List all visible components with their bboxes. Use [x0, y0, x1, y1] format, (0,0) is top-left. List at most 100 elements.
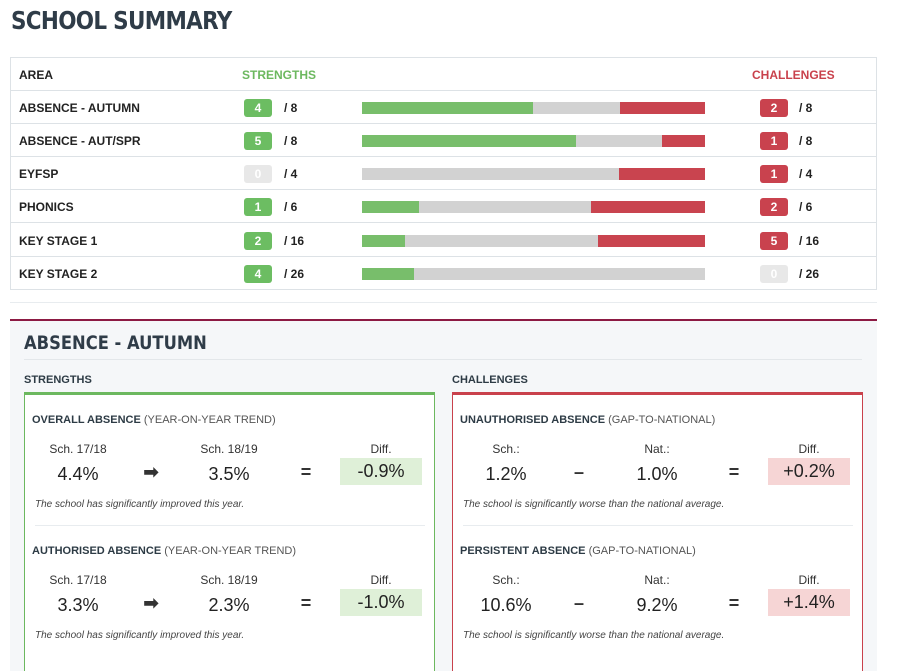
- diff-label: Diff.: [798, 442, 820, 456]
- metric-divider: [463, 525, 853, 526]
- strengths-bar-fill: [362, 102, 533, 114]
- equals-operator: =: [728, 462, 740, 482]
- minus-operator: –: [573, 593, 584, 613]
- strengths-total: / 6: [284, 200, 298, 214]
- challenges-bar-fill: [598, 235, 705, 247]
- strengths-total: / 8: [284, 134, 298, 148]
- strengths-total: / 8: [284, 101, 298, 115]
- detail-title: ABSENCE - AUTUMN: [24, 332, 207, 354]
- col1-value: 1.2%: [485, 464, 527, 484]
- row-area: PHONICS: [19, 200, 74, 214]
- metric-title: OVERALL ABSENCE (YEAR-ON-YEAR TREND): [32, 414, 276, 426]
- strengths-count-badge: 5: [244, 132, 272, 150]
- balance-bar: [362, 168, 705, 180]
- metric-note: The school has significantly improved th…: [35, 630, 245, 641]
- summary-row[interactable]: KEY STAGE 1 2 / 16 5 / 16: [11, 224, 876, 257]
- summary-row[interactable]: EYFSP 0 / 4 1 / 4: [11, 157, 876, 190]
- col2-value: 2.3%: [208, 595, 250, 615]
- row-area: ABSENCE - AUTUMN: [19, 101, 140, 115]
- header-area: AREA: [19, 68, 54, 82]
- row-area: EYFSP: [19, 167, 59, 181]
- diff-value: +0.2%: [768, 458, 850, 485]
- challenges-column-label: CHALLENGES: [452, 374, 528, 386]
- balance-bar: [362, 102, 705, 114]
- col1-value: 4.4%: [57, 464, 99, 484]
- section-divider: [10, 302, 877, 303]
- challenges-count-badge: 2: [760, 99, 788, 117]
- strengths-total: / 26: [284, 267, 305, 281]
- metric-title-sub: (GAP-TO-NATIONAL): [588, 545, 696, 557]
- challenges-bar-fill: [620, 102, 705, 114]
- metric-block: OVERALL ABSENCE (YEAR-ON-YEAR TREND) Sch…: [25, 395, 434, 526]
- challenges-count-badge: 0: [760, 265, 788, 283]
- challenges-bar-fill: [619, 168, 705, 180]
- metric-title-main: PERSISTENT ABSENCE: [460, 545, 586, 557]
- col1-label: Sch. 17/18: [49, 573, 107, 587]
- detail-title-divider: [24, 359, 862, 360]
- row-area: KEY STAGE 1: [19, 234, 98, 248]
- metric-block: PERSISTENT ABSENCE (GAP-TO-NATIONAL) Sch…: [453, 526, 862, 657]
- col1-value: 10.6%: [480, 595, 532, 615]
- arrow-right-icon: ➡: [143, 462, 159, 482]
- summary-table: AREA STRENGTHS CHALLENGES ABSENCE - AUTU…: [10, 57, 877, 290]
- strengths-bar-fill: [362, 135, 576, 147]
- summary-row[interactable]: ABSENCE - AUTUMN 4 / 8 2 / 8: [11, 91, 876, 124]
- col2-label: Nat.:: [644, 573, 670, 587]
- col2-label: Nat.:: [644, 442, 670, 456]
- minus-operator: –: [573, 462, 584, 482]
- arrow-right-icon: ➡: [143, 593, 159, 613]
- col2-value: 9.2%: [636, 595, 678, 615]
- col1-label: Sch.:: [492, 442, 520, 456]
- balance-bar: [362, 135, 705, 147]
- col1-label: Sch. 17/18: [49, 442, 107, 456]
- metric-title-sub: (GAP-TO-NATIONAL): [608, 414, 716, 426]
- strengths-bar-fill: [362, 268, 414, 280]
- metric-title-main: UNAUTHORISED ABSENCE: [460, 414, 606, 426]
- strengths-total: / 4: [284, 167, 298, 181]
- col2-label: Sch. 18/19: [200, 573, 258, 587]
- metric-title-sub: (YEAR-ON-YEAR TREND): [143, 414, 276, 426]
- challenges-total: / 8: [799, 101, 813, 115]
- strengths-card: OVERALL ABSENCE (YEAR-ON-YEAR TREND) Sch…: [24, 392, 435, 671]
- strengths-count-badge: 0: [244, 165, 272, 183]
- balance-bar: [362, 201, 705, 213]
- strengths-total: / 16: [284, 234, 305, 248]
- diff-value: -1.0%: [340, 589, 422, 616]
- metric-note: The school is significantly worse than t…: [463, 499, 725, 510]
- diff-label: Diff.: [370, 573, 392, 587]
- strengths-count-badge: 2: [244, 232, 272, 250]
- col1-value: 3.3%: [57, 595, 99, 615]
- challenges-bar-fill: [591, 201, 705, 213]
- strengths-count-badge: 4: [244, 99, 272, 117]
- challenges-card: UNAUTHORISED ABSENCE (GAP-TO-NATIONAL) S…: [452, 392, 863, 671]
- equals-operator: =: [300, 593, 312, 613]
- challenges-total: / 16: [799, 234, 820, 248]
- summary-row[interactable]: PHONICS 1 / 6 2 / 6: [11, 190, 876, 223]
- balance-bar: [362, 268, 705, 280]
- challenges-count-badge: 2: [760, 198, 788, 216]
- header-challenges: CHALLENGES: [752, 68, 835, 82]
- metric-block: AUTHORISED ABSENCE (YEAR-ON-YEAR TREND) …: [25, 526, 434, 657]
- metric-note: The school has significantly improved th…: [35, 499, 245, 510]
- diff-value: -0.9%: [340, 458, 422, 485]
- challenges-bar-fill: [662, 135, 705, 147]
- diff-label: Diff.: [370, 442, 392, 456]
- equals-operator: =: [728, 593, 740, 613]
- equals-operator: =: [300, 462, 312, 482]
- detail-panel: ABSENCE - AUTUMN STRENGTHS CHALLENGES OV…: [10, 319, 877, 671]
- row-area: KEY STAGE 2: [19, 267, 98, 281]
- metric-title: UNAUTHORISED ABSENCE (GAP-TO-NATIONAL): [460, 414, 715, 426]
- challenges-total: / 8: [799, 134, 813, 148]
- metric-title-main: AUTHORISED ABSENCE: [32, 545, 162, 557]
- strengths-count-badge: 1: [244, 198, 272, 216]
- summary-row[interactable]: ABSENCE - AUT/SPR 5 / 8 1 / 8: [11, 124, 876, 157]
- strengths-bar-fill: [362, 201, 419, 213]
- challenges-count-badge: 5: [760, 232, 788, 250]
- metric-title-sub: (YEAR-ON-YEAR TREND): [164, 545, 297, 557]
- challenges-count-badge: 1: [760, 132, 788, 150]
- summary-row[interactable]: KEY STAGE 2 4 / 26 0 / 26: [11, 257, 876, 290]
- strengths-count-badge: 4: [244, 265, 272, 283]
- strengths-bar-fill: [362, 235, 405, 247]
- col1-label: Sch.:: [492, 573, 520, 587]
- challenges-total: / 4: [799, 167, 813, 181]
